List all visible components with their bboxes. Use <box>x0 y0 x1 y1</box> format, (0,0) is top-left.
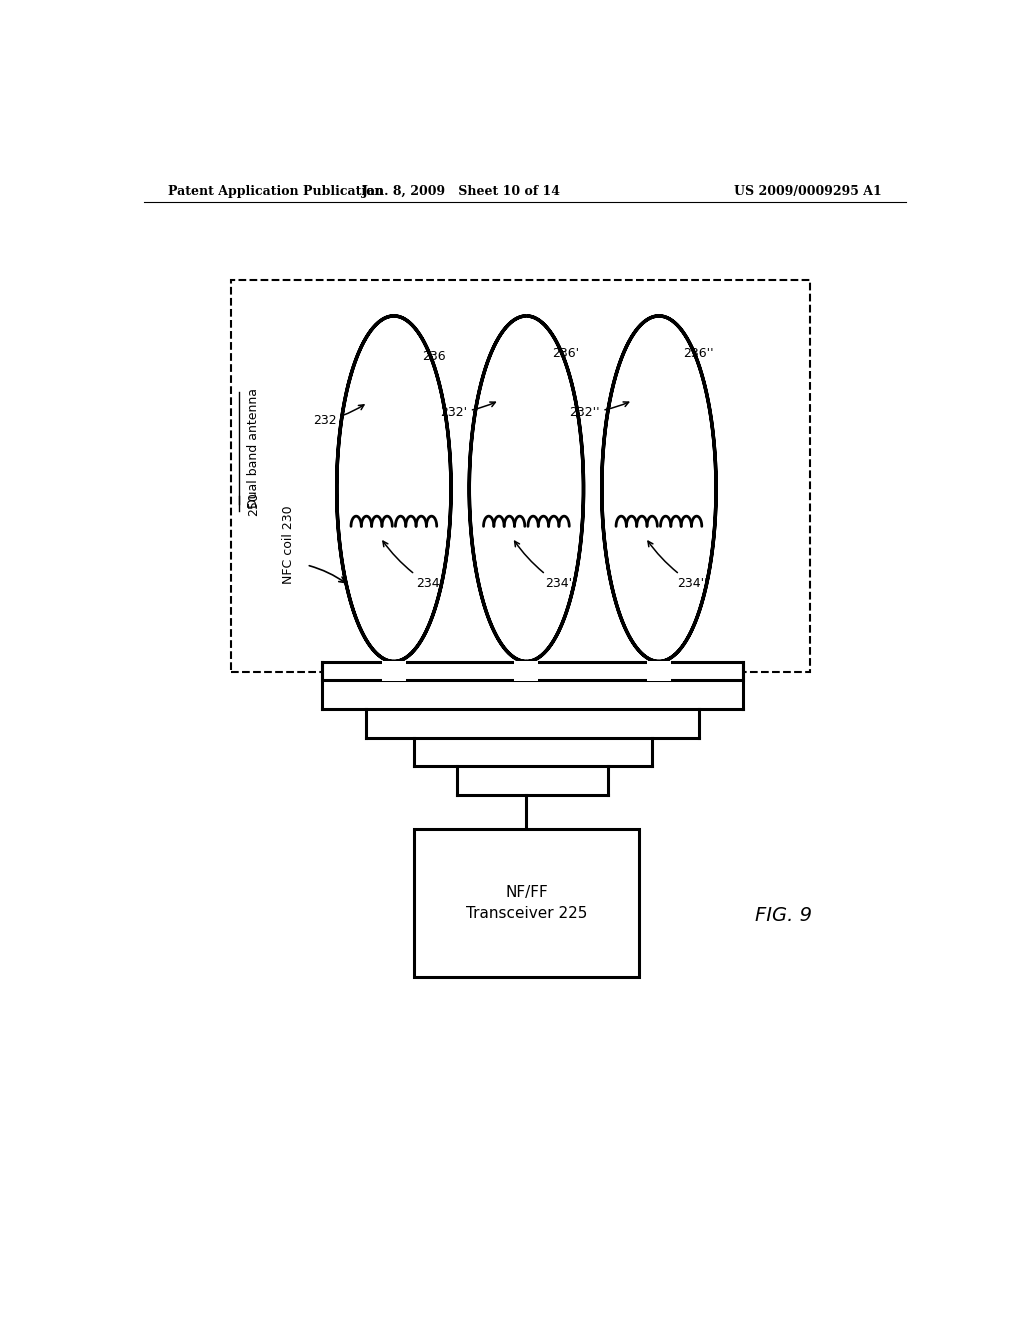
Text: 232'': 232'' <box>568 401 629 418</box>
Text: US 2009/0009295 A1: US 2009/0009295 A1 <box>734 185 882 198</box>
Text: 236'': 236'' <box>684 347 714 360</box>
Bar <box>323 661 743 680</box>
Text: 250: 250 <box>247 492 260 516</box>
Text: FIG. 9: FIG. 9 <box>755 906 812 925</box>
Bar <box>231 280 811 672</box>
Text: 236': 236' <box>553 347 580 360</box>
Text: 234': 234' <box>515 541 571 590</box>
Text: Jan. 8, 2009   Sheet 10 of 14: Jan. 8, 2009 Sheet 10 of 14 <box>361 185 561 198</box>
Text: 234: 234 <box>383 541 439 590</box>
Text: Dual band antenna: Dual band antenna <box>247 388 260 508</box>
Text: 232: 232 <box>313 405 364 428</box>
Text: NFC coil 230: NFC coil 230 <box>282 506 295 583</box>
Text: 234'': 234'' <box>648 541 708 590</box>
Text: NF/FF
Transceiver 225: NF/FF Transceiver 225 <box>466 884 587 921</box>
Bar <box>414 829 639 977</box>
Bar <box>382 660 406 681</box>
Bar <box>514 660 539 681</box>
Bar <box>647 660 671 681</box>
Text: Patent Application Publication: Patent Application Publication <box>168 185 383 198</box>
Text: 236: 236 <box>422 350 445 363</box>
Text: 232': 232' <box>439 403 496 418</box>
